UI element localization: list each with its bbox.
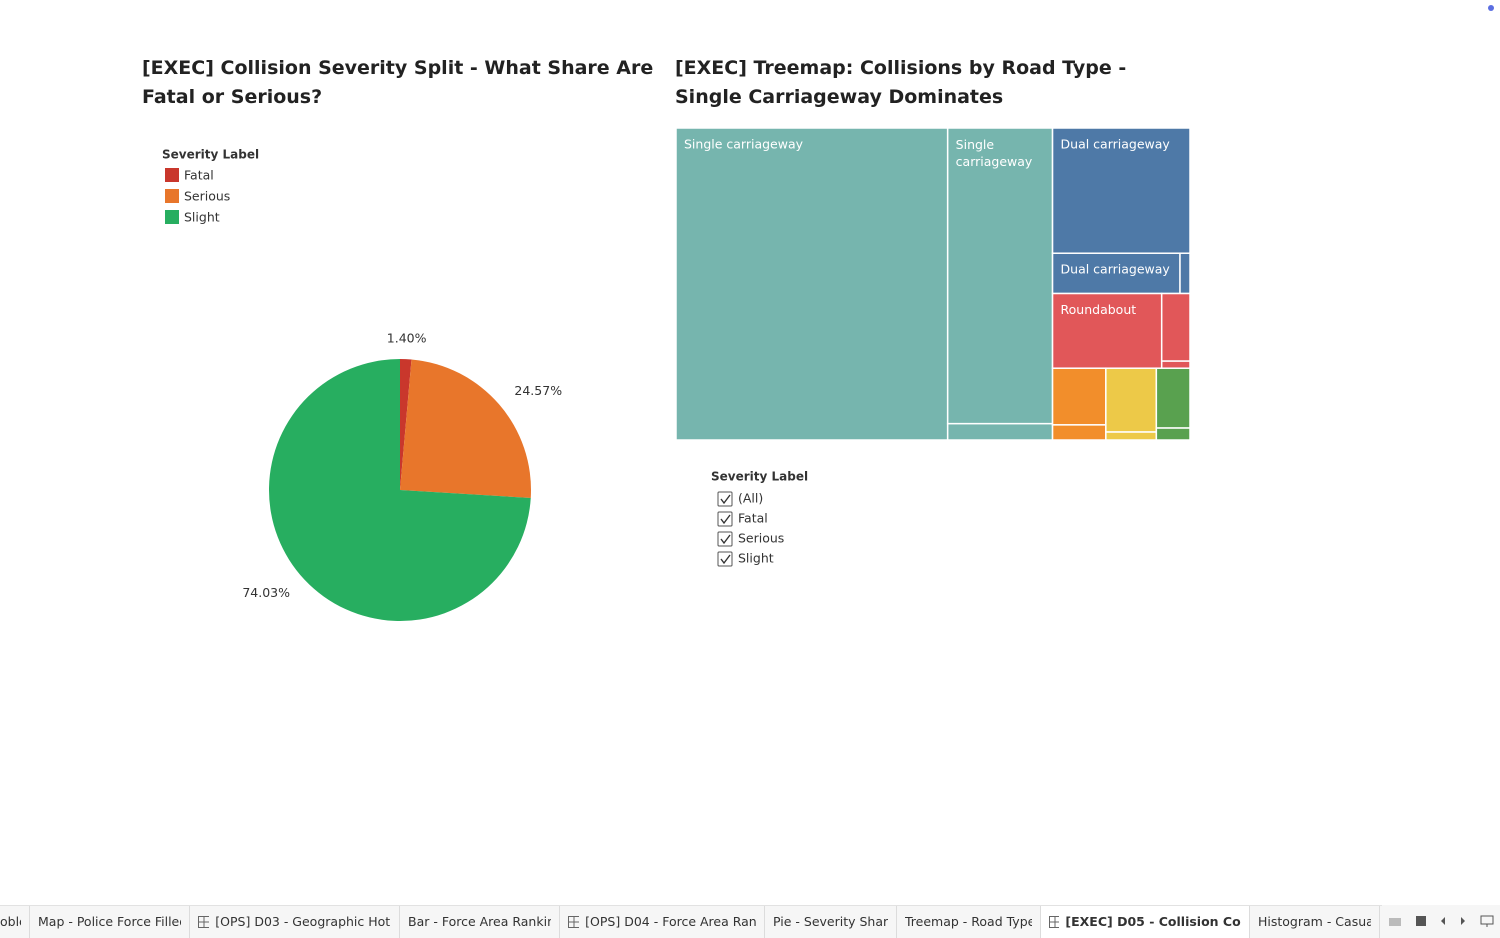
treemap-cell xyxy=(1179,252,1191,295)
treemap-cell xyxy=(1051,252,1181,295)
icon[interactable] xyxy=(1388,915,1402,927)
dashboard-icon xyxy=(1049,916,1060,928)
sheet-tab[interactable]: Map - Police Force Filled xyxy=(30,906,190,938)
legend-label: Slight xyxy=(184,210,220,225)
sheet-tab[interactable]: Pie - Severity Share xyxy=(765,906,897,938)
treemap-cell xyxy=(1051,127,1191,254)
checkmark xyxy=(720,494,731,505)
data-label: 24.57% xyxy=(514,383,562,398)
tab-label: [EXEC] D05 - Collision Com... xyxy=(1065,914,1241,929)
legend-swatch xyxy=(165,168,179,182)
tab-label: Map - Police Force Filled xyxy=(38,914,181,929)
icon[interactable] xyxy=(1459,915,1467,927)
filter-label: (All) xyxy=(738,491,763,506)
treemap-cell xyxy=(1160,292,1191,362)
treemap-cell xyxy=(675,127,949,441)
pie-slice xyxy=(400,359,531,498)
treemap-cell xyxy=(1105,431,1158,441)
sheet-tab[interactable]: Histogram - Casualti xyxy=(1250,906,1380,938)
checkmark xyxy=(720,514,731,525)
dashboard: Severity Label Severity Label 1.40% 24.57… xyxy=(162,5,1494,621)
filter-label: Fatal xyxy=(738,511,768,526)
tab-label: oble xyxy=(0,914,21,929)
tab-label: [OPS] D03 - Geographic Hot... xyxy=(215,914,391,929)
treemap-cell xyxy=(1155,367,1191,429)
sheet-tab[interactable]: Treemap - Road Type xyxy=(897,906,1041,938)
legend-label: Serious xyxy=(184,189,230,204)
treemap-cell xyxy=(1105,367,1158,433)
treemap-cell xyxy=(1051,292,1163,369)
pie-slice xyxy=(400,359,412,490)
checkbox[interactable] xyxy=(717,531,733,547)
treemap-cell xyxy=(1155,427,1191,441)
icon[interactable] xyxy=(1480,915,1494,927)
treemap-cell xyxy=(1051,367,1107,426)
data-label: 1.40% xyxy=(387,331,427,346)
filter-title: Severity Label xyxy=(711,470,808,484)
treemap-label: Dual carriageway xyxy=(1061,137,1171,152)
treemap-title: [EXEC] Treemap: Collisions by Road Type … xyxy=(675,57,1127,108)
filter-label: Slight xyxy=(738,551,774,566)
treemap-cell xyxy=(1160,360,1191,369)
icon[interactable] xyxy=(1415,915,1427,927)
checkbox[interactable] xyxy=(717,551,733,567)
filter-label: Serious xyxy=(738,531,784,546)
dashboard-icon xyxy=(568,916,580,928)
icon[interactable] xyxy=(1439,915,1447,927)
sheet-tab[interactable]: oble xyxy=(0,906,30,938)
tab-label: [OPS] D04 - Force Area Ran... xyxy=(585,914,756,929)
sheet-tab[interactable]: [OPS] D03 - Geographic Hot... xyxy=(190,906,400,938)
treemap-label: Dual carriageway xyxy=(1061,262,1171,277)
sheet-tab[interactable]: Bar - Force Area Ranking xyxy=(400,906,560,938)
tab-controls xyxy=(1382,905,1500,937)
sheet-tabs: oble Map - Police Force Filled [OPS] D03 -… xyxy=(0,905,1500,938)
treemap-cell xyxy=(946,422,1054,441)
treemap-label: Roundabout xyxy=(1061,302,1137,317)
status-dot xyxy=(1488,5,1494,11)
legend-swatch xyxy=(165,210,179,224)
sheet-tab[interactable]: [EXEC] D05 - Collision Com... xyxy=(1041,906,1250,938)
legend-swatch xyxy=(165,189,179,203)
treemap-label: Single carriageway xyxy=(684,137,804,152)
tab-label: Bar - Force Area Ranking xyxy=(408,914,551,929)
checkmark xyxy=(720,554,731,565)
pie-slice xyxy=(269,359,531,621)
treemap-label: Single carriageway xyxy=(956,137,1033,169)
pie-title: [EXEC] Collision Severity Split - What S… xyxy=(142,57,654,108)
data-label: 74.03% xyxy=(242,585,290,600)
legend-label: Fatal xyxy=(184,168,214,183)
legend-title: Severity Label xyxy=(162,148,259,162)
tab-label: Pie - Severity Share xyxy=(773,914,888,929)
treemap-cell xyxy=(946,127,1054,425)
checkmark xyxy=(720,534,731,545)
checkbox[interactable] xyxy=(717,511,733,527)
tab-label: Histogram - Casualti xyxy=(1258,914,1371,929)
dashboard-icon xyxy=(198,916,210,928)
checkbox[interactable] xyxy=(717,491,733,507)
sheet-tab[interactable]: [OPS] D04 - Force Area Ran... xyxy=(560,906,765,938)
treemap-cell xyxy=(1051,424,1107,441)
tab-label: Treemap - Road Type xyxy=(905,914,1032,929)
